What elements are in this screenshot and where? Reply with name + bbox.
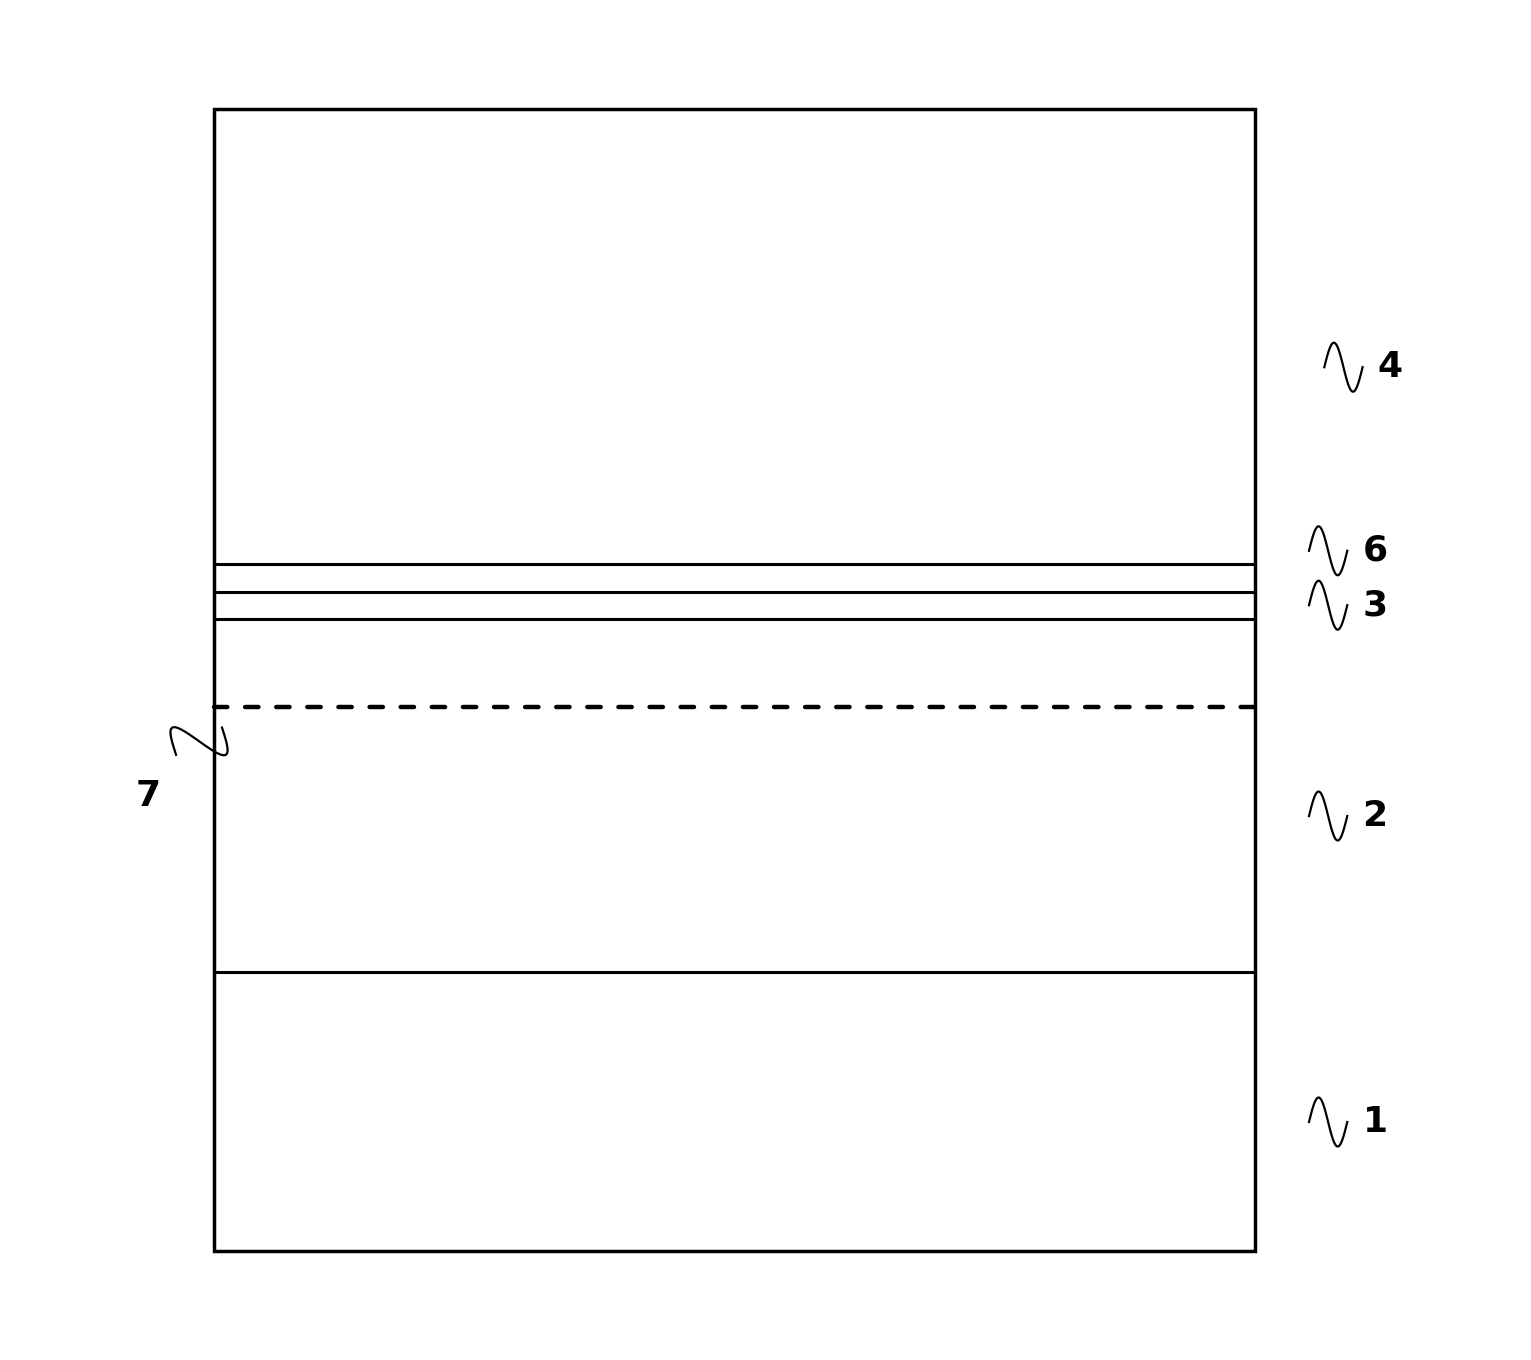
Text: 7: 7 — [136, 778, 161, 812]
Text: 6: 6 — [1363, 534, 1387, 568]
Text: 4: 4 — [1378, 351, 1402, 385]
Text: 2: 2 — [1363, 800, 1387, 832]
Bar — [214, 109, 1255, 1251]
Text: 1: 1 — [1363, 1104, 1387, 1140]
Text: 3: 3 — [1363, 588, 1387, 622]
